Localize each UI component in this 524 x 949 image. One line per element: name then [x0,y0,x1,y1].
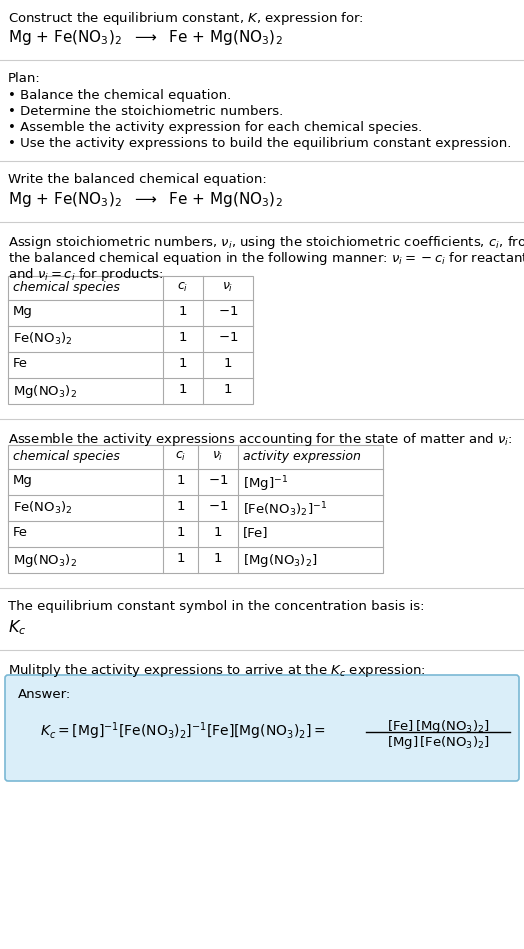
Text: [Mg]$^{-1}$: [Mg]$^{-1}$ [243,474,288,493]
Text: 1: 1 [224,383,232,396]
Text: 1: 1 [214,526,222,539]
Text: • Assemble the activity expression for each chemical species.: • Assemble the activity expression for e… [8,121,422,134]
FancyBboxPatch shape [5,675,519,781]
Text: 1: 1 [176,552,185,565]
Text: 1: 1 [179,357,187,370]
Text: [Mg(NO$_3$)$_2$]: [Mg(NO$_3$)$_2$] [243,552,318,569]
Text: Construct the equilibrium constant, $K$, expression for:: Construct the equilibrium constant, $K$,… [8,10,364,27]
Text: activity expression: activity expression [243,450,361,463]
Text: $-1$: $-1$ [218,305,238,318]
Text: 1: 1 [224,357,232,370]
Text: $K_c$: $K_c$ [8,618,26,637]
Text: Plan:: Plan: [8,72,41,85]
Text: Write the balanced chemical equation:: Write the balanced chemical equation: [8,173,267,186]
Bar [8,445,383,573]
Text: The equilibrium constant symbol in the concentration basis is:: The equilibrium constant symbol in the c… [8,600,424,613]
Text: [Fe]: [Fe] [243,526,268,539]
Text: $-1$: $-1$ [218,331,238,344]
Text: Mg + Fe(NO$_3$)$_2$  $\longrightarrow$  Fe + Mg(NO$_3$)$_2$: Mg + Fe(NO$_3$)$_2$ $\longrightarrow$ Fe… [8,190,283,209]
Text: Fe(NO$_3$)$_2$: Fe(NO$_3$)$_2$ [13,500,73,516]
Text: Mg(NO$_3$)$_2$: Mg(NO$_3$)$_2$ [13,383,77,400]
Text: $c_i$: $c_i$ [175,450,186,463]
Text: 1: 1 [179,383,187,396]
Text: 1: 1 [176,500,185,513]
Text: 1: 1 [214,552,222,565]
Text: 1: 1 [179,305,187,318]
Text: Fe: Fe [13,526,28,539]
Text: chemical species: chemical species [13,281,120,294]
Text: $K_c = [\mathrm{Mg}]^{-1}[\mathrm{Fe(NO_3)_2}]^{-1}[\mathrm{Fe}][\mathrm{Mg(NO_3: $K_c = [\mathrm{Mg}]^{-1}[\mathrm{Fe(NO_… [40,720,325,741]
Text: and $\nu_i = c_i$ for products:: and $\nu_i = c_i$ for products: [8,266,163,283]
Text: Mg: Mg [13,474,33,487]
Bar [8,276,253,404]
Text: • Balance the chemical equation.: • Balance the chemical equation. [8,89,231,102]
Text: $c_i$: $c_i$ [177,281,189,294]
Text: Mg + Fe(NO$_3$)$_2$  $\longrightarrow$  Fe + Mg(NO$_3$)$_2$: Mg + Fe(NO$_3$)$_2$ $\longrightarrow$ Fe… [8,28,283,47]
Text: chemical species: chemical species [13,450,120,463]
Text: Mulitply the activity expressions to arrive at the $K_c$ expression:: Mulitply the activity expressions to arr… [8,662,426,679]
Text: $-1$: $-1$ [208,500,228,513]
Text: $[\mathrm{Mg}]\,[\mathrm{Fe(NO_3)_2}]$: $[\mathrm{Mg}]\,[\mathrm{Fe(NO_3)_2}]$ [387,734,489,751]
Text: 1: 1 [179,331,187,344]
Text: Fe(NO$_3$)$_2$: Fe(NO$_3$)$_2$ [13,331,73,347]
Text: Mg: Mg [13,305,33,318]
Text: 1: 1 [176,526,185,539]
Text: $[\mathrm{Fe}]\,[\mathrm{Mg(NO_3)_2}]$: $[\mathrm{Fe}]\,[\mathrm{Mg(NO_3)_2}]$ [387,718,489,735]
Text: $-1$: $-1$ [208,474,228,487]
Text: Mg(NO$_3$)$_2$: Mg(NO$_3$)$_2$ [13,552,77,569]
Text: $\nu_i$: $\nu_i$ [222,281,234,294]
Text: Assign stoichiometric numbers, $\nu_i$, using the stoichiometric coefficients, $: Assign stoichiometric numbers, $\nu_i$, … [8,234,524,251]
Text: [Fe(NO$_3$)$_2$]$^{-1}$: [Fe(NO$_3$)$_2$]$^{-1}$ [243,500,327,519]
Text: • Determine the stoichiometric numbers.: • Determine the stoichiometric numbers. [8,105,283,118]
Text: Answer:: Answer: [18,688,71,701]
Text: $\nu_i$: $\nu_i$ [212,450,224,463]
Text: the balanced chemical equation in the following manner: $\nu_i = -c_i$ for react: the balanced chemical equation in the fo… [8,250,524,267]
Text: 1: 1 [176,474,185,487]
Text: • Use the activity expressions to build the equilibrium constant expression.: • Use the activity expressions to build … [8,137,511,150]
Text: Assemble the activity expressions accounting for the state of matter and $\nu_i$: Assemble the activity expressions accoun… [8,431,512,448]
Text: Fe: Fe [13,357,28,370]
